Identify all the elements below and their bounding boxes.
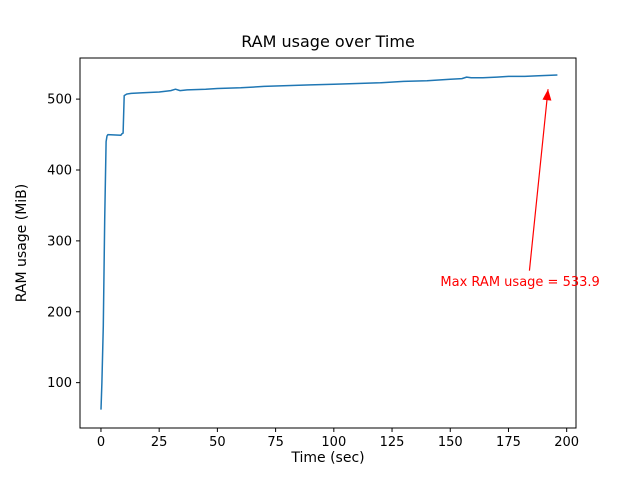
axes-frame — [79, 57, 577, 429]
max-annotation-text: Max RAM usage = 533.9 — [440, 275, 599, 290]
x-tick-label: 125 — [380, 435, 405, 450]
x-tick-label: 150 — [438, 435, 463, 450]
annotation-arrow — [528, 89, 549, 271]
x-tick-label: 200 — [554, 435, 579, 450]
x-tick-label: 100 — [321, 435, 346, 450]
x-axis-label: Time (sec) — [290, 450, 364, 466]
x-tick-label: 175 — [496, 435, 521, 450]
y-tick-label: 300 — [47, 234, 72, 249]
y-tick-label: 500 — [47, 93, 72, 108]
annotation-arrowhead — [542, 89, 552, 101]
y-tick-label: 100 — [47, 376, 72, 391]
x-tick-label: 25 — [151, 435, 168, 450]
chart-title: RAM usage over Time — [241, 32, 415, 51]
plot-area: 0 25 50 75 100 125 150 175 200 100 200 300 400 500 — [47, 57, 579, 450]
x-tick-label: 0 — [97, 435, 105, 450]
x-tick-label: 75 — [267, 435, 284, 450]
x-tick-label: 50 — [209, 435, 226, 450]
y-tick-label: 400 — [47, 163, 72, 178]
y-tick-label: 200 — [47, 305, 72, 320]
ram-usage-line — [100, 74, 558, 410]
y-axis-label: RAM usage (MiB) — [14, 184, 30, 302]
